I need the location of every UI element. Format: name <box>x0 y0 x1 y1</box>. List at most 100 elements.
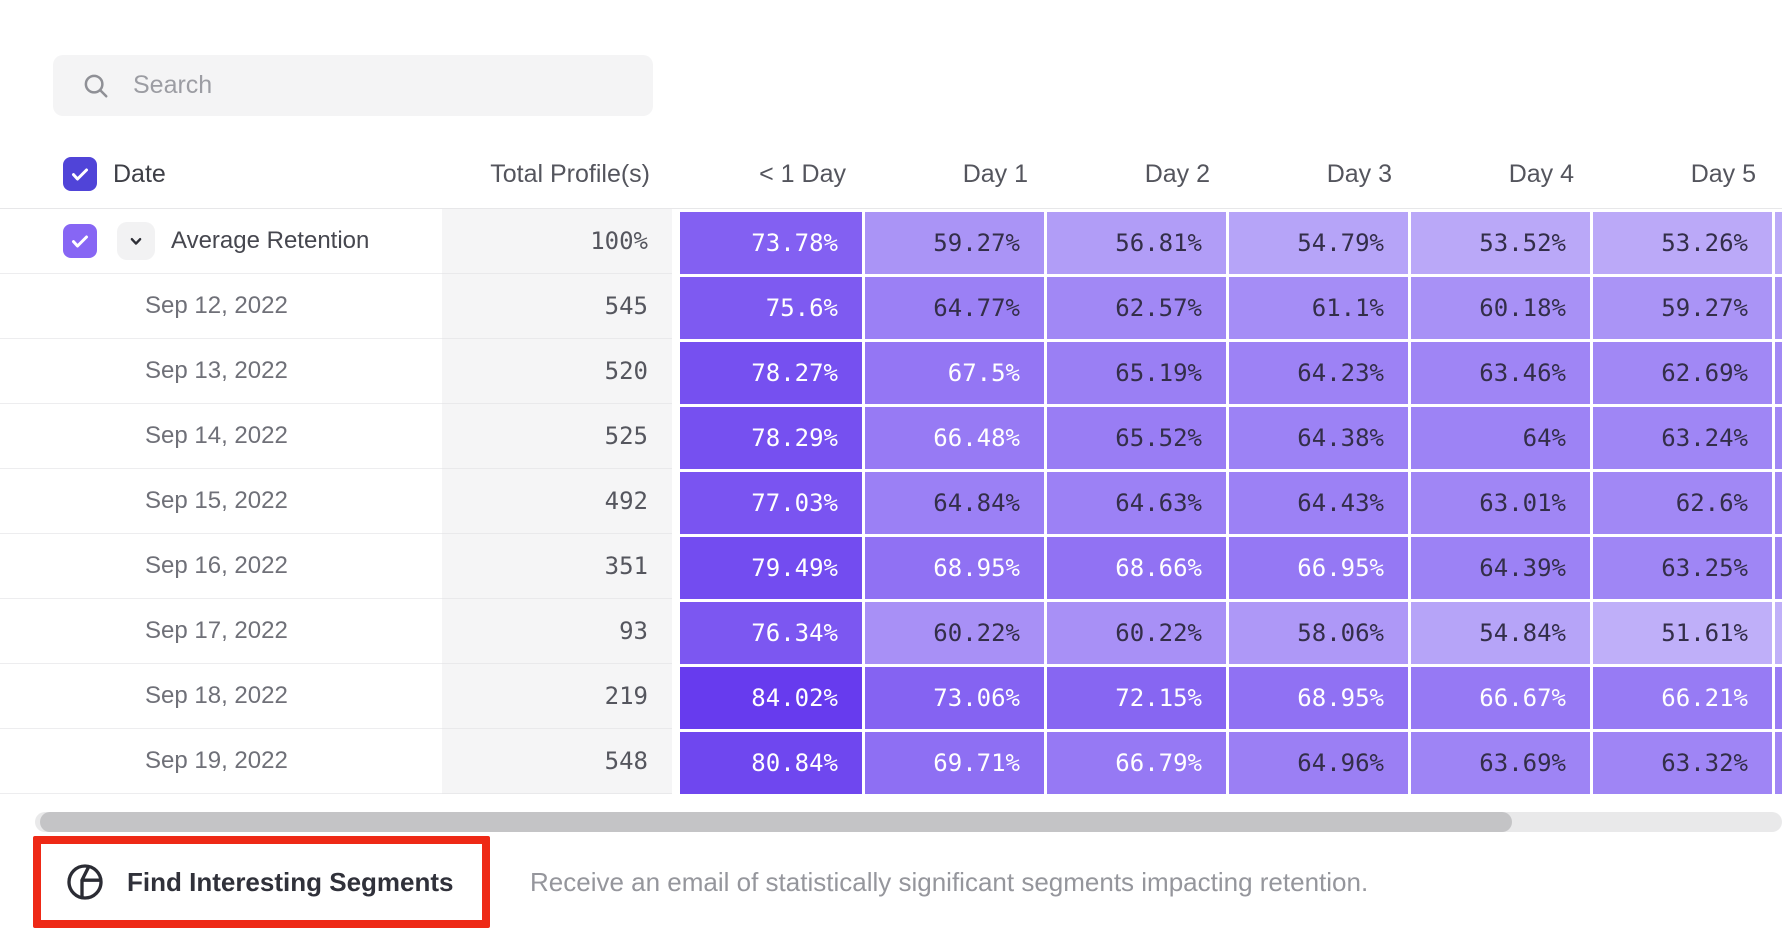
heat-cell-wrap: 64% <box>1408 404 1590 469</box>
retention-cell[interactable]: 64.63% <box>1047 472 1226 534</box>
heat-cell-wrap: 66.21% <box>1590 664 1772 729</box>
retention-cell[interactable]: 64% <box>1411 407 1590 469</box>
search-input[interactable] <box>131 70 635 101</box>
heat-cell-wrap: 60.22% <box>1044 599 1226 664</box>
retention-cell[interactable]: 68.95% <box>865 537 1044 599</box>
find-interesting-segments-label: Find Interesting Segments <box>127 866 454 897</box>
retention-cell[interactable]: 76.34% <box>680 602 862 664</box>
heat-cell-wrap: 61.1% <box>1226 274 1408 339</box>
retention-cell[interactable]: 72.15% <box>1047 667 1226 729</box>
column-label-day-2: Day 2 <box>1144 159 1210 188</box>
retention-cell[interactable]: 73.78% <box>680 212 862 274</box>
table-row: Sep 14, 2022 525 78.29% 66.48% 65.52% 64.38% 6… <box>0 404 1782 469</box>
retention-cell[interactable]: 80.84% <box>680 732 862 794</box>
retention-cell[interactable]: 64.39% <box>1411 537 1590 599</box>
heat-cell-wrap: 54.84% <box>1408 599 1590 664</box>
clipped-next-column <box>1775 407 1782 469</box>
retention-cell[interactable]: 63.46% <box>1411 342 1590 404</box>
table-row: Sep 16, 2022 351 79.49% 68.95% 68.66% 66.95% 6… <box>0 534 1782 599</box>
retention-cell[interactable]: 61.1% <box>1229 277 1408 339</box>
retention-cell[interactable]: 69.71% <box>865 732 1044 794</box>
row-label-cell: Sep 14, 2022 <box>0 404 442 469</box>
retention-cell[interactable]: 60.18% <box>1411 277 1590 339</box>
retention-cell[interactable]: 66.67% <box>1411 667 1590 729</box>
retention-cell[interactable]: 78.27% <box>680 342 862 404</box>
heat-cell-wrap: 76.34% <box>680 599 862 664</box>
column-label-lt-1-day: < 1 Day <box>759 159 846 188</box>
column-label-date: Date <box>113 159 166 188</box>
retention-cell[interactable]: 63.25% <box>1593 537 1772 599</box>
retention-cell[interactable]: 79.49% <box>680 537 862 599</box>
cohort-date-label: Sep 15, 2022 <box>145 487 288 514</box>
find-interesting-segments-button[interactable]: Find Interesting Segments <box>65 862 454 902</box>
retention-cell[interactable]: 64.96% <box>1229 732 1408 794</box>
row-label-cell: Sep 12, 2022 <box>0 274 442 339</box>
retention-cell[interactable]: 62.69% <box>1593 342 1772 404</box>
expand-chevron-button[interactable] <box>117 222 155 260</box>
select-all-checkbox[interactable] <box>63 157 97 191</box>
retention-cell[interactable]: 73.06% <box>865 667 1044 729</box>
heat-cell-wrap: 60.18% <box>1408 274 1590 339</box>
retention-cell[interactable]: 66.95% <box>1229 537 1408 599</box>
retention-cell[interactable]: 64.43% <box>1229 472 1408 534</box>
heat-cell-wrap: 73.78% <box>680 209 862 274</box>
retention-cell[interactable]: 63.24% <box>1593 407 1772 469</box>
search-bar[interactable] <box>53 55 653 116</box>
cohort-date-label: Sep 13, 2022 <box>145 357 288 384</box>
heat-cell-wrap: 62.69% <box>1590 339 1772 404</box>
date-column-header: Date <box>0 157 442 191</box>
heat-cell-wrap: 66.48% <box>862 404 1044 469</box>
retention-cell[interactable]: 63.32% <box>1593 732 1772 794</box>
retention-cell[interactable]: 63.69% <box>1411 732 1590 794</box>
retention-cell[interactable]: 75.6% <box>680 277 862 339</box>
segments-pie-icon <box>67 864 103 900</box>
retention-cell[interactable]: 62.57% <box>1047 277 1226 339</box>
retention-cell[interactable]: 53.26% <box>1593 212 1772 274</box>
table-row: Sep 19, 2022 548 80.84% 69.71% 66.79% 64.96% 6… <box>0 729 1782 794</box>
retention-cell[interactable]: 64.84% <box>865 472 1044 534</box>
retention-cell[interactable]: 65.19% <box>1047 342 1226 404</box>
retention-cell[interactable]: 53.52% <box>1411 212 1590 274</box>
total-profiles-cell: 93 <box>442 599 672 664</box>
retention-cell[interactable]: 77.03% <box>680 472 862 534</box>
retention-cell[interactable]: 67.5% <box>865 342 1044 404</box>
column-label-day-1: Day 1 <box>962 159 1028 188</box>
cohort-date-label: Sep 12, 2022 <box>145 292 288 319</box>
retention-cell[interactable]: 59.27% <box>865 212 1044 274</box>
retention-cell[interactable]: 56.81% <box>1047 212 1226 274</box>
retention-cell[interactable]: 54.79% <box>1229 212 1408 274</box>
retention-cell[interactable]: 64.23% <box>1229 342 1408 404</box>
retention-cell[interactable]: 58.06% <box>1229 602 1408 664</box>
cohort-date-label: Sep 17, 2022 <box>145 617 288 644</box>
retention-cell[interactable]: 84.02% <box>680 667 862 729</box>
table-row: Sep 18, 2022 219 84.02% 73.06% 72.15% 68.95% 6… <box>0 664 1782 729</box>
row-checkbox[interactable] <box>63 224 97 258</box>
retention-cell[interactable]: 59.27% <box>1593 277 1772 339</box>
heat-cell-wrap: 64.23% <box>1226 339 1408 404</box>
retention-cell[interactable]: 65.52% <box>1047 407 1226 469</box>
heat-cell-wrap: 66.67% <box>1408 664 1590 729</box>
column-label-day-5: Day 5 <box>1690 159 1756 188</box>
retention-cell[interactable]: 64.38% <box>1229 407 1408 469</box>
retention-cell[interactable]: 63.01% <box>1411 472 1590 534</box>
retention-cell[interactable]: 60.22% <box>1047 602 1226 664</box>
cohort-date-label: Sep 19, 2022 <box>145 747 288 774</box>
retention-cell[interactable]: 51.61% <box>1593 602 1772 664</box>
retention-cell[interactable]: 62.6% <box>1593 472 1772 534</box>
retention-cell[interactable]: 68.95% <box>1229 667 1408 729</box>
search-icon <box>84 74 108 97</box>
column-label-total-profiles: Total Profile(s) <box>490 159 650 188</box>
clipped-next-column <box>1775 537 1782 599</box>
retention-cell[interactable]: 60.22% <box>865 602 1044 664</box>
retention-cell[interactable]: 66.79% <box>1047 732 1226 794</box>
retention-cell[interactable]: 64.77% <box>865 277 1044 339</box>
retention-cell[interactable]: 66.48% <box>865 407 1044 469</box>
retention-cell[interactable]: 66.21% <box>1593 667 1772 729</box>
retention-cell[interactable]: 78.29% <box>680 407 862 469</box>
clipped-next-column <box>1775 342 1782 404</box>
horizontal-scrollbar-thumb[interactable] <box>40 812 1512 832</box>
heat-cell-wrap: 65.52% <box>1044 404 1226 469</box>
retention-cell[interactable]: 68.66% <box>1047 537 1226 599</box>
retention-cell[interactable]: 54.84% <box>1411 602 1590 664</box>
heat-cell-wrap: 75.6% <box>680 274 862 339</box>
